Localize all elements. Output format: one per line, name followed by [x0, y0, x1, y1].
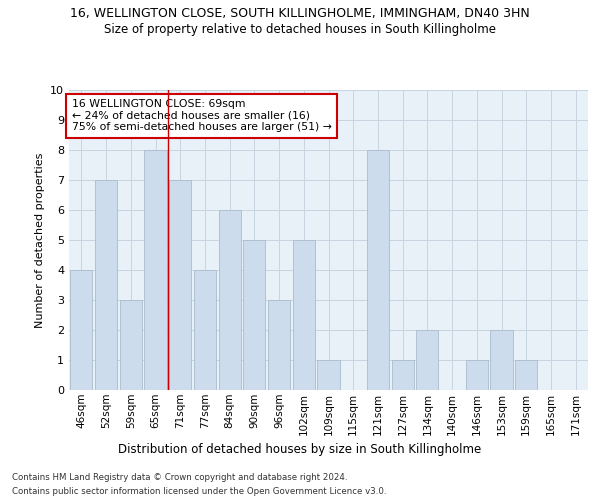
Bar [194, 270, 216, 390]
Text: 16, WELLINGTON CLOSE, SOUTH KILLINGHOLME, IMMINGHAM, DN40 3HN: 16, WELLINGTON CLOSE, SOUTH KILLINGHOLME… [70, 8, 530, 20]
Bar [119, 300, 142, 390]
Y-axis label: Number of detached properties: Number of detached properties [35, 152, 44, 328]
Bar [243, 240, 265, 390]
Text: Contains public sector information licensed under the Open Government Licence v3: Contains public sector information licen… [12, 488, 386, 496]
Bar [466, 360, 488, 390]
Text: Distribution of detached houses by size in South Killingholme: Distribution of detached houses by size … [118, 442, 482, 456]
Text: 16 WELLINGTON CLOSE: 69sqm
← 24% of detached houses are smaller (16)
75% of semi: 16 WELLINGTON CLOSE: 69sqm ← 24% of deta… [71, 99, 331, 132]
Bar [317, 360, 340, 390]
Bar [145, 150, 167, 390]
Bar [70, 270, 92, 390]
Bar [268, 300, 290, 390]
Text: Size of property relative to detached houses in South Killingholme: Size of property relative to detached ho… [104, 22, 496, 36]
Bar [490, 330, 512, 390]
Bar [293, 240, 315, 390]
Text: Contains HM Land Registry data © Crown copyright and database right 2024.: Contains HM Land Registry data © Crown c… [12, 472, 347, 482]
Bar [392, 360, 414, 390]
Bar [95, 180, 117, 390]
Bar [416, 330, 439, 390]
Bar [218, 210, 241, 390]
Bar [367, 150, 389, 390]
Bar [169, 180, 191, 390]
Bar [515, 360, 538, 390]
